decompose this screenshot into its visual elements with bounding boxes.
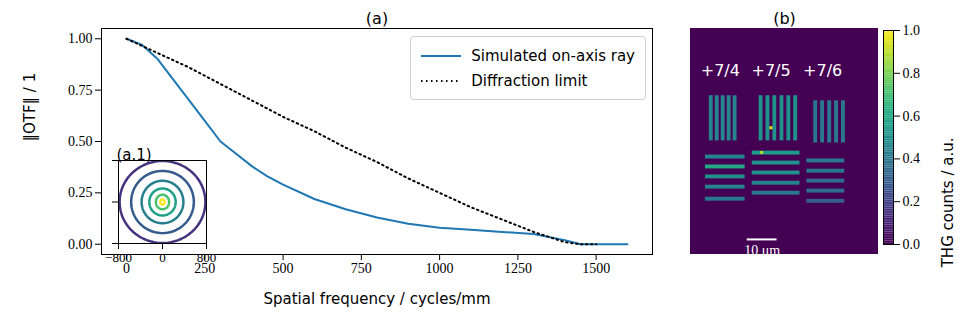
svg-text:0.8: 0.8 bbox=[903, 66, 921, 81]
html-text:Diffraction limit: Diffraction limit bbox=[471, 71, 588, 90]
svg-text:10 μm: 10 μm bbox=[744, 243, 780, 258]
svg-text:0.50: 0.50 bbox=[68, 134, 93, 149]
svg-text:0: 0 bbox=[123, 261, 130, 277]
svg-text:0.2: 0.2 bbox=[903, 194, 921, 209]
svg-text:0.0: 0.0 bbox=[903, 237, 921, 252]
svg-text:0: 0 bbox=[159, 250, 166, 265]
svg-text:1250: 1250 bbox=[504, 261, 532, 276]
svg-text:0.4: 0.4 bbox=[903, 151, 921, 166]
svg-text:‖OTF‖ / 1: ‖OTF‖ / 1 bbox=[21, 73, 39, 142]
svg-text:+7/6: +7/6 bbox=[803, 61, 842, 80]
svg-text:(a.1): (a.1) bbox=[117, 146, 152, 164]
svg-text:(a): (a) bbox=[366, 9, 388, 28]
svg-text:250: 250 bbox=[194, 261, 216, 277]
svg-text:Spatial frequency / cycles/mm: Spatial frequency / cycles/mm bbox=[263, 290, 490, 308]
svg-text:−800: −800 bbox=[105, 250, 132, 265]
svg-text:1.0: 1.0 bbox=[903, 23, 921, 38]
svg-text:1.00: 1.00 bbox=[68, 31, 93, 46]
svg-text:800: 800 bbox=[197, 250, 217, 265]
html-text:Simulated on-axis ray: Simulated on-axis ray bbox=[471, 46, 635, 65]
svg-text:1000: 1000 bbox=[426, 261, 454, 276]
svg-text:0.00: 0.00 bbox=[68, 237, 93, 252]
svg-text:(b): (b) bbox=[773, 9, 796, 28]
svg-text:0.75: 0.75 bbox=[68, 83, 93, 98]
svg-text:750: 750 bbox=[351, 261, 372, 276]
svg-text:+7/4: +7/4 bbox=[701, 61, 740, 80]
svg-text:0.25: 0.25 bbox=[68, 185, 93, 200]
svg-text:500: 500 bbox=[273, 261, 294, 276]
svg-text:+7/5: +7/5 bbox=[751, 61, 790, 80]
svg-text:THG counts / a.u.: THG counts / a.u. bbox=[939, 138, 957, 269]
svg-text:1500: 1500 bbox=[582, 261, 610, 276]
svg-text:0.6: 0.6 bbox=[903, 109, 921, 124]
